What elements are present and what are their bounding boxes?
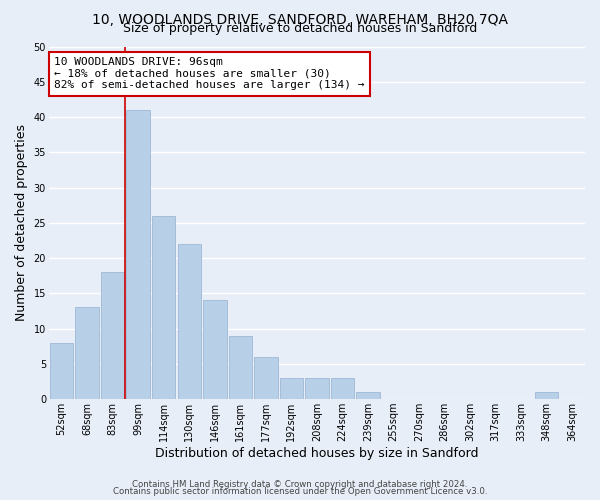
- Bar: [50, 342, 73, 399]
- Bar: [178, 244, 201, 399]
- Bar: [356, 392, 380, 399]
- Bar: [101, 272, 124, 399]
- Bar: [535, 392, 559, 399]
- Bar: [280, 378, 303, 399]
- Text: 10 WOODLANDS DRIVE: 96sqm
← 18% of detached houses are smaller (30)
82% of semi-: 10 WOODLANDS DRIVE: 96sqm ← 18% of detac…: [54, 57, 365, 90]
- Text: Contains public sector information licensed under the Open Government Licence v3: Contains public sector information licen…: [113, 487, 487, 496]
- Y-axis label: Number of detached properties: Number of detached properties: [15, 124, 28, 322]
- Text: Size of property relative to detached houses in Sandford: Size of property relative to detached ho…: [123, 22, 477, 35]
- Bar: [76, 308, 99, 399]
- Bar: [203, 300, 227, 399]
- X-axis label: Distribution of detached houses by size in Sandford: Distribution of detached houses by size …: [155, 447, 479, 460]
- Text: 10, WOODLANDS DRIVE, SANDFORD, WAREHAM, BH20 7QA: 10, WOODLANDS DRIVE, SANDFORD, WAREHAM, …: [92, 12, 508, 26]
- Bar: [254, 357, 278, 399]
- Bar: [152, 216, 175, 399]
- Bar: [305, 378, 329, 399]
- Bar: [331, 378, 354, 399]
- Bar: [229, 336, 252, 399]
- Bar: [127, 110, 150, 399]
- Text: Contains HM Land Registry data © Crown copyright and database right 2024.: Contains HM Land Registry data © Crown c…: [132, 480, 468, 489]
